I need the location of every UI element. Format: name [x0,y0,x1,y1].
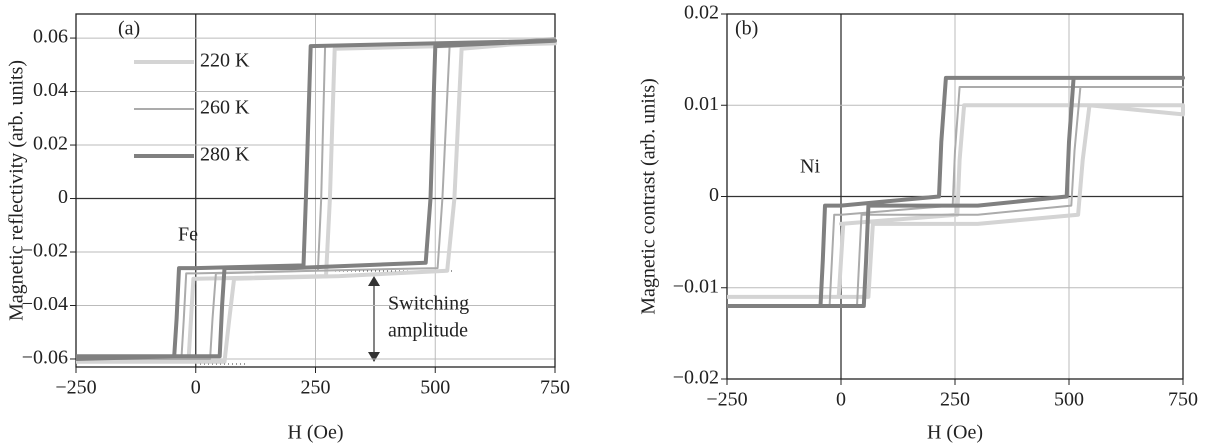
annotation: Switching [388,293,469,315]
series-line [727,86,1184,307]
y-tick-label: 0.02 [684,2,719,24]
y-tick-label: 0 [58,186,68,208]
legend-label: 280 K [200,144,250,166]
legend-label: 260 K [200,97,250,119]
series-line [75,38,557,361]
x-tick-label: 250 [940,389,970,411]
y-tick-label: 0.01 [684,93,719,115]
x-tick-label: 500 [420,377,450,399]
x-tick-label: 0 [836,389,846,411]
x-tick-label: 500 [1054,389,1084,411]
legend-label: 220 K [200,50,250,72]
y-tick-label: −0.02 [22,240,68,262]
x-tick-label: 250 [301,377,331,399]
series-line [727,75,1185,308]
plot-frame [726,13,1184,380]
x-tick-label: −250 [706,389,747,411]
y-axis-title: Magnetic reflectivity (arb. units) [6,60,28,321]
x-tick-label: 750 [1168,389,1198,411]
x-tick-label: −250 [55,377,96,399]
annotation: Ni [800,156,820,178]
y-tick-label: −0.06 [22,347,68,369]
annotation: (a) [118,18,140,40]
y-tick-label: 0.04 [33,79,68,101]
y-tick-label: 0.02 [33,133,68,155]
y-tick-label: −0.02 [673,367,719,389]
plot-frame [75,13,556,368]
x-tick-label: 750 [540,377,570,399]
x-tick-label: 0 [191,377,201,399]
series-line [727,103,1185,299]
y-axis-title: Magnetic contrast (arb. units) [638,78,660,315]
y-tick-label: −0.01 [673,275,719,297]
x-axis-title: H (Oe) [287,422,343,444]
annotation: Fe [178,224,198,246]
y-tick-label: 0.06 [33,26,68,48]
annotation: (b) [735,18,758,40]
arrow-heads [368,276,380,362]
y-tick-label: −0.04 [22,293,68,315]
x-axis-title: H (Oe) [927,422,983,444]
y-tick-label: 0 [709,184,719,206]
annotation: amplitude [388,320,468,342]
